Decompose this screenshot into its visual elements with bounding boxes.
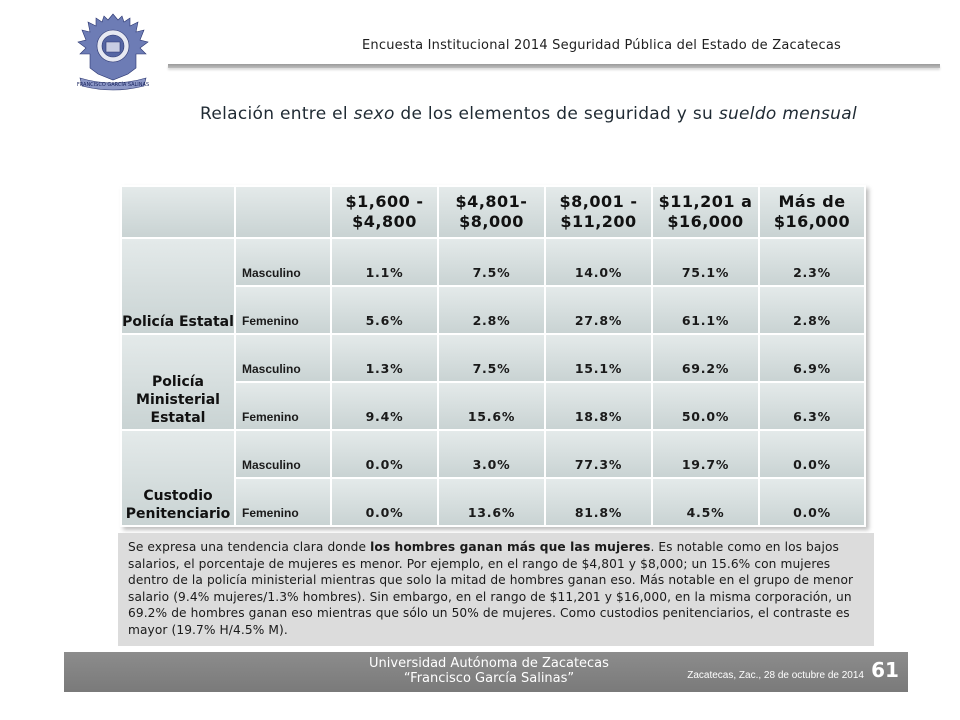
column-header: $8,001 - $11,200 [544, 185, 653, 239]
value-cell: 15.1% [544, 333, 653, 383]
value-cell: 18.8% [544, 381, 653, 431]
column-header: $1,600 - $4,800 [330, 185, 439, 239]
title-part: Relación entre el [200, 104, 354, 124]
value-cell: 69.2% [651, 333, 760, 383]
value-cell: 6.3% [758, 381, 866, 431]
value-cell: 7.5% [437, 333, 546, 383]
analysis-note: Se expresa una tendencia clara donde los… [118, 533, 874, 646]
slide-title: Relación entre el sexo de los elementos … [200, 104, 920, 124]
footer-date: Zacatecas, Zac., 28 de octubre de 2014 [687, 670, 864, 681]
header-divider [168, 64, 940, 68]
title-part: de los elementos de seguridad y su [394, 104, 719, 124]
column-header: $11,201 a $16,000 [651, 185, 760, 239]
title-emphasis-sex: sexo [353, 104, 395, 124]
value-cell: 0.0% [330, 429, 439, 479]
group-label: Policía Ministerial Estatal [120, 333, 236, 431]
value-cell: 19.7% [651, 429, 760, 479]
group-label: Policía Estatal [120, 237, 236, 335]
sex-label: Femenino [234, 285, 332, 335]
value-cell: 14.0% [544, 237, 653, 287]
note-text: . Es notable como en los bajos salarios,… [128, 540, 854, 637]
footer-university: Universidad Autónoma de Zacatecas “Franc… [354, 656, 624, 686]
sex-label: Masculino [234, 237, 332, 287]
note-text: Se expresa una tendencia clara donde [128, 540, 371, 554]
group-label: Custodio Penitenciario [120, 429, 236, 527]
footer-bar: Universidad Autónoma de Zacatecas “Franc… [64, 652, 908, 692]
table-empty-header [234, 185, 332, 239]
value-cell: 13.6% [437, 477, 546, 527]
table-corner-cell [120, 185, 236, 239]
value-cell: 61.1% [651, 285, 760, 335]
sex-label: Masculino [234, 333, 332, 383]
sex-label: Femenino [234, 477, 332, 527]
university-subtitle: “Francisco García Salinas” [403, 671, 575, 686]
logo-motto: FRANCISCO GARCÍA SALINAS [77, 81, 149, 88]
value-cell: 7.5% [437, 237, 546, 287]
header-title: Encuesta Institucional 2014 Seguridad Pú… [362, 38, 841, 53]
university-name: Universidad Autónoma de Zacatecas [369, 656, 609, 671]
sex-label: Femenino [234, 381, 332, 431]
column-header: Más de $16,000 [758, 185, 866, 239]
value-cell: 1.3% [330, 333, 439, 383]
value-cell: 27.8% [544, 285, 653, 335]
value-cell: 75.1% [651, 237, 760, 287]
value-cell: 2.3% [758, 237, 866, 287]
value-cell: 0.0% [330, 477, 439, 527]
value-cell: 0.0% [758, 429, 866, 479]
value-cell: 77.3% [544, 429, 653, 479]
value-cell: 1.1% [330, 237, 439, 287]
sex-label: Masculino [234, 429, 332, 479]
column-header: $4,801- $8,000 [437, 185, 546, 239]
value-cell: 50.0% [651, 381, 760, 431]
page-number: 61 [871, 658, 899, 682]
value-cell: 3.0% [437, 429, 546, 479]
salary-by-sex-table: $1,600 - $4,800 $4,801- $8,000 $8,001 - … [120, 185, 866, 527]
note-highlight: los hombres ganan más que las mujeres [370, 540, 651, 554]
university-crest-logo: FRANCISCO GARCÍA SALINAS [77, 13, 149, 91]
title-emphasis-salary: sueldo mensual [718, 104, 857, 124]
value-cell: 6.9% [758, 333, 866, 383]
value-cell: 9.4% [330, 381, 439, 431]
value-cell: 0.0% [758, 477, 866, 527]
value-cell: 4.5% [651, 477, 760, 527]
value-cell: 5.6% [330, 285, 439, 335]
value-cell: 15.6% [437, 381, 546, 431]
value-cell: 2.8% [758, 285, 866, 335]
value-cell: 81.8% [544, 477, 653, 527]
value-cell: 2.8% [437, 285, 546, 335]
